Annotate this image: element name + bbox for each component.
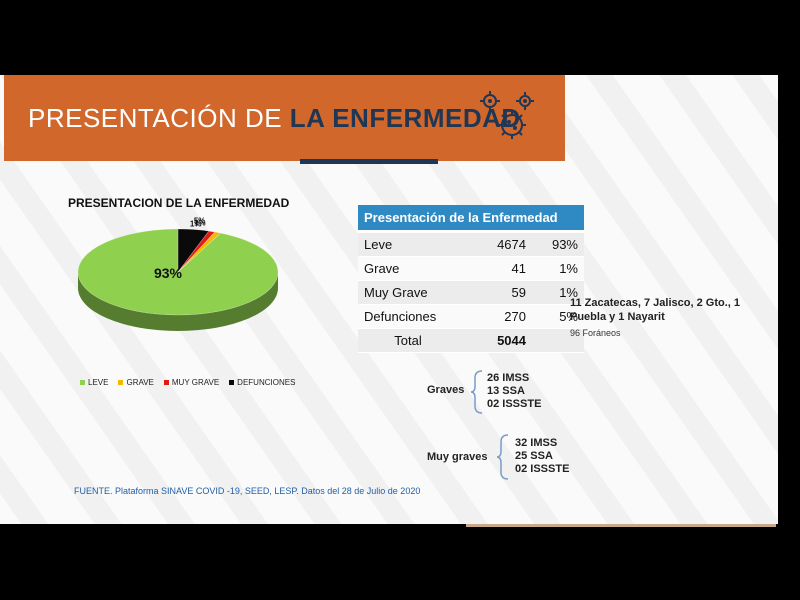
row-label: Grave — [358, 256, 458, 281]
legend-label: GRAVE — [126, 378, 154, 387]
muy-graves-item: 25 SSA — [515, 450, 553, 462]
total-empty — [532, 328, 584, 353]
muy-graves-list: 32 IMSS 25 SSA 02 ISSSTE — [515, 437, 569, 476]
states-note: 11 Zacatecas, 7 Jalisco, 2 Gto., 1 Puebl… — [570, 297, 740, 323]
row-count: 59 — [458, 280, 532, 305]
row-percent: 5% — [532, 304, 584, 329]
bottom-accent-bar — [466, 524, 776, 527]
graves-item: 02 ISSSTE — [487, 398, 542, 410]
row-percent: 93% — [532, 231, 584, 257]
pie-slice-defunciones — [177, 228, 210, 273]
page-title: PRESENTACIÓN DE LA ENFERMEDAD — [28, 103, 521, 134]
chart-title: PRESENTACION DE LA ENFERMEDAD — [68, 196, 290, 210]
legend-swatch — [229, 380, 235, 385]
pie-side-leve — [78, 272, 278, 331]
legend-item-muy-grave: MUY GRAVE — [163, 378, 220, 387]
pie-slice-muy-grave — [177, 230, 216, 273]
total-label: Total — [358, 328, 458, 353]
legend-swatch — [118, 380, 124, 385]
graves-item: 26 IMSS — [487, 372, 530, 384]
legend-swatch — [163, 380, 169, 385]
table-total-row: Total 5044 — [358, 328, 584, 353]
row-percent: 1% — [532, 280, 584, 305]
legend-swatch — [80, 380, 85, 385]
muy-graves-item: 32 IMSS — [515, 437, 558, 449]
muy-graves-item: 02 ISSSTE — [515, 463, 570, 475]
legend-item-grave: GRAVE — [118, 378, 154, 387]
table-row: Grave 41 1% — [358, 256, 584, 281]
row-label: Leve — [358, 231, 458, 257]
muy-graves-label: Muy graves — [427, 451, 488, 463]
slide: PRESENTACIÓN DE LA ENFERMEDAD PRES — [0, 75, 778, 524]
pie-label-leve: 93% — [154, 265, 183, 281]
pie-slice-leve — [77, 228, 279, 316]
graves-brace — [470, 370, 483, 414]
page-title-light: PRESENTACIÓN DE — [28, 103, 290, 133]
source-footnote: FUENTE. Plataforma SINAVE COVID -19, SEE… — [74, 486, 421, 496]
disease-table: Presentación de la Enfermedad Leve 4674 … — [358, 205, 584, 353]
table-row: Defunciones 270 5% — [358, 304, 584, 329]
pie-label-grave: 1% — [190, 220, 202, 229]
legend-item-leve: LEVE — [80, 378, 108, 387]
row-label: Defunciones — [358, 304, 458, 329]
row-count: 41 — [458, 256, 532, 281]
table-row: Leve 4674 93% — [358, 231, 584, 257]
legend-label: MUY GRAVE — [171, 378, 220, 387]
pie-label-muy-grave: 1% — [194, 219, 206, 228]
row-percent: 1% — [532, 256, 584, 281]
pie-slice-grave — [177, 231, 222, 273]
legend-item-defunciones: DEFUNCIONES — [229, 378, 295, 387]
header-underline — [300, 159, 438, 164]
row-count: 4674 — [458, 231, 532, 257]
table-row: Muy Grave 59 1% — [358, 280, 584, 305]
row-count: 270 — [458, 304, 532, 329]
legend-label: DEFUNCIONES — [237, 378, 296, 387]
pie-chart: 5%1%1% 93% — [77, 217, 279, 331]
virus-icon — [480, 91, 534, 139]
page-title-bold: LA ENFERMEDAD — [289, 103, 521, 133]
table-header: Presentación de la Enfermedad — [358, 205, 584, 233]
header-banner: PRESENTACIÓN DE LA ENFERMEDAD — [4, 75, 565, 164]
row-label: Muy Grave — [358, 280, 458, 305]
graves-list: 26 IMSS 13 SSA 02 ISSSTE — [487, 372, 541, 411]
pie-label-defunciones: 5% — [194, 217, 206, 226]
foraneos-note: 96 Foráneos — [570, 328, 621, 338]
muy-graves-brace — [496, 434, 509, 480]
graves-label: Graves — [427, 384, 465, 396]
legend-label: LEVE — [88, 378, 109, 387]
graves-item: 13 SSA — [487, 385, 525, 397]
total-value: 5044 — [458, 328, 532, 353]
chart-legend: LEVE GRAVE MUY GRAVE DEFUNCIONES — [80, 378, 295, 387]
